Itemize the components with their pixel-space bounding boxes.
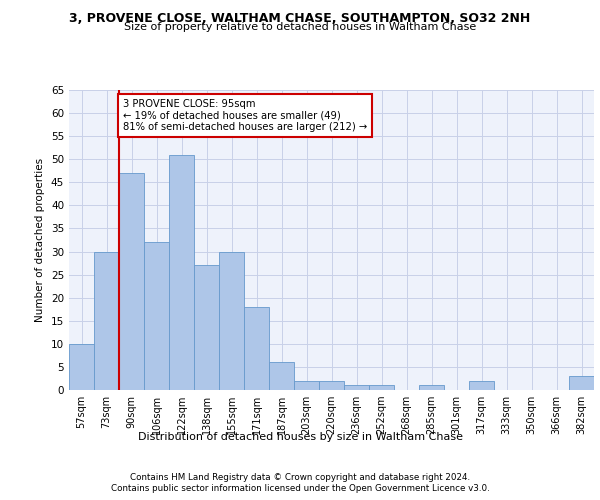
Bar — [219, 252, 244, 390]
Bar — [419, 386, 444, 390]
Text: Distribution of detached houses by size in Waltham Chase: Distribution of detached houses by size … — [137, 432, 463, 442]
Bar — [469, 381, 494, 390]
Bar — [369, 386, 394, 390]
Bar — [319, 381, 344, 390]
Bar — [169, 154, 194, 390]
Bar — [119, 173, 144, 390]
Text: Size of property relative to detached houses in Waltham Chase: Size of property relative to detached ho… — [124, 22, 476, 32]
Bar — [344, 386, 369, 390]
Text: Contains HM Land Registry data © Crown copyright and database right 2024.: Contains HM Land Registry data © Crown c… — [130, 472, 470, 482]
Bar — [269, 362, 294, 390]
Bar — [94, 252, 119, 390]
Bar — [244, 307, 269, 390]
Bar — [569, 376, 594, 390]
Bar — [144, 242, 169, 390]
Bar — [69, 344, 94, 390]
Text: 3, PROVENE CLOSE, WALTHAM CHASE, SOUTHAMPTON, SO32 2NH: 3, PROVENE CLOSE, WALTHAM CHASE, SOUTHAM… — [70, 12, 530, 26]
Bar — [294, 381, 319, 390]
Text: 3 PROVENE CLOSE: 95sqm
← 19% of detached houses are smaller (49)
81% of semi-det: 3 PROVENE CLOSE: 95sqm ← 19% of detached… — [123, 99, 367, 132]
Text: Contains public sector information licensed under the Open Government Licence v3: Contains public sector information licen… — [110, 484, 490, 493]
Bar — [194, 266, 219, 390]
Y-axis label: Number of detached properties: Number of detached properties — [35, 158, 46, 322]
